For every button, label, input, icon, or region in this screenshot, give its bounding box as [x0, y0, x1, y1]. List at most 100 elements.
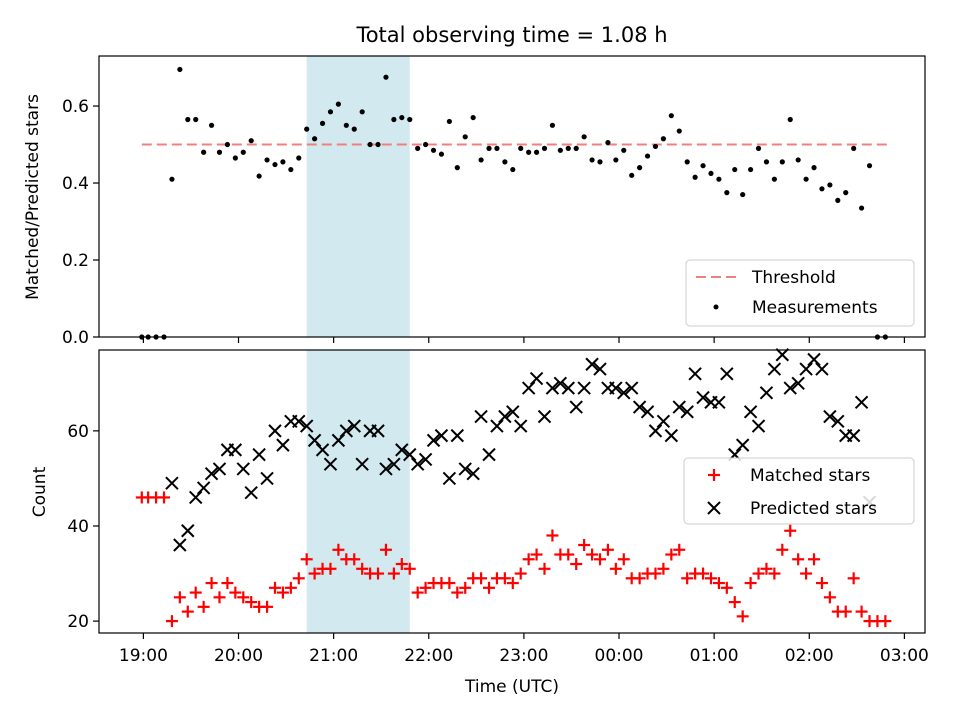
matched-star-point: [784, 524, 797, 537]
x-tick: 19:00: [119, 633, 168, 666]
predicted-star-point: [403, 447, 417, 462]
measurement-point: [581, 134, 587, 140]
matched-star-point: [173, 591, 186, 604]
matched-star-point: [752, 567, 765, 580]
matched-star-point: [261, 600, 274, 613]
matched-star-point: [823, 591, 836, 604]
measurement-point: [335, 101, 341, 107]
matched-star-point: [586, 548, 599, 561]
x-tick: 22:00: [404, 633, 453, 666]
predicted-star-point: [593, 362, 607, 376]
predicted-star-point: [466, 466, 480, 481]
matched-star-point: [181, 605, 194, 618]
x-tick: 01:00: [690, 633, 739, 666]
y-tick: 60: [67, 422, 99, 442]
predicted-star-point: [799, 362, 813, 376]
predicted-star-point: [720, 367, 734, 381]
predicted-star-point: [506, 405, 520, 419]
matched-star-point: [879, 615, 892, 628]
measurement-point: [700, 163, 706, 169]
matched-star-point: [308, 567, 321, 580]
predicted-star-point: [307, 433, 322, 448]
measurement-point: [216, 149, 223, 155]
count-panel: 20 40 60 19:00 20:00 21:00 22:00 23:00 00:00 01:…: [30, 348, 929, 697]
measurement-point: [288, 166, 294, 173]
predicted-star-point: [498, 409, 512, 424]
measurement-point: [629, 172, 635, 178]
matched-star-point: [657, 562, 670, 575]
predicted-star-point: [292, 414, 306, 429]
matched-star-point: [419, 581, 432, 594]
x-tick-label: 23:00: [499, 646, 548, 666]
x-tick: 03:00: [880, 633, 929, 666]
measurement-point: [708, 170, 714, 177]
top-y-axis-label: Matched/Predicted stars: [23, 94, 43, 300]
x-tick: 20:00: [214, 633, 263, 666]
predicted-star-point: [482, 447, 496, 462]
measurement-point: [748, 166, 754, 173]
measurements-legend-swatch: [713, 304, 719, 310]
matched-star-point: [514, 567, 527, 580]
matched-star-point: [245, 596, 258, 609]
predicted-star-point: [529, 371, 544, 386]
predicted-star-point: [609, 381, 623, 395]
predicted-star-point: [450, 428, 465, 443]
predicted-star-point: [561, 381, 575, 395]
predicted-star-point: [204, 466, 219, 481]
measurement-point: [169, 176, 175, 182]
matched-star-point: [736, 610, 749, 623]
measurement-point: [541, 145, 548, 151]
threshold-legend-label: Threshold: [751, 268, 836, 288]
measurement-point: [422, 141, 429, 148]
predicted-star-point: [680, 405, 694, 419]
measurement-point: [407, 116, 413, 123]
matched-star-point: [403, 562, 416, 575]
x-axis-label: Time (UTC): [464, 677, 559, 697]
predicted-legend-label: Predicted stars: [750, 499, 877, 519]
predicted-star-point: [331, 433, 346, 448]
measurement-point: [296, 155, 302, 161]
predicted-star-point: [624, 381, 639, 395]
measurement-point: [763, 159, 770, 165]
matched-star-point: [720, 581, 733, 594]
predicted-star-point: [791, 376, 805, 391]
x-tick-label: 02:00: [785, 646, 834, 666]
matched-star-point: [570, 558, 583, 571]
bottom-y-ticks: 20 40 60: [67, 422, 99, 632]
matched-star-point: [847, 572, 860, 585]
measurement-point: [732, 166, 738, 173]
x-tick-label: 01:00: [690, 646, 739, 666]
predicted-legend-swatch: [707, 501, 721, 515]
top-y-ticks: 0.0 0.2 0.4 0.6: [62, 97, 99, 348]
predicted-star-point: [632, 400, 647, 414]
matched-star-point: [578, 539, 591, 552]
predicted-star-point: [371, 424, 385, 438]
measurement-point: [676, 128, 682, 134]
measurement-point: [438, 151, 445, 157]
measurement-point: [343, 122, 349, 128]
predicted-star-point: [688, 367, 702, 381]
matched-star-point: [475, 572, 488, 585]
predicted-star-point: [434, 428, 449, 443]
ratio-panel: 0.0 0.2 0.4 0.6 Matched/Predicted stars Thr…: [23, 55, 926, 348]
measurement-point: [644, 153, 651, 159]
x-tick-label: 21:00: [309, 646, 358, 666]
measurement-point: [415, 145, 421, 151]
matched-star-point: [379, 543, 392, 556]
measurement-point: [304, 126, 310, 132]
measurement-point: [201, 149, 207, 155]
measurement-point: [391, 116, 397, 123]
matched-star-point: [221, 577, 234, 590]
bottom-y-axis-label: Count: [30, 466, 50, 517]
predicted-star-point: [664, 428, 679, 443]
matched-star-point: [704, 572, 717, 585]
measurement-point: [478, 157, 484, 163]
matched-star-point: [459, 581, 472, 594]
predicted-star-point: [751, 419, 766, 433]
matched-star-point: [776, 543, 789, 556]
matched-star-point: [538, 562, 551, 575]
predicted-star-point: [640, 405, 655, 419]
matched-star-point: [601, 543, 614, 556]
y-tick: 0.4: [62, 174, 99, 194]
x-tick-label: 20:00: [214, 646, 263, 666]
